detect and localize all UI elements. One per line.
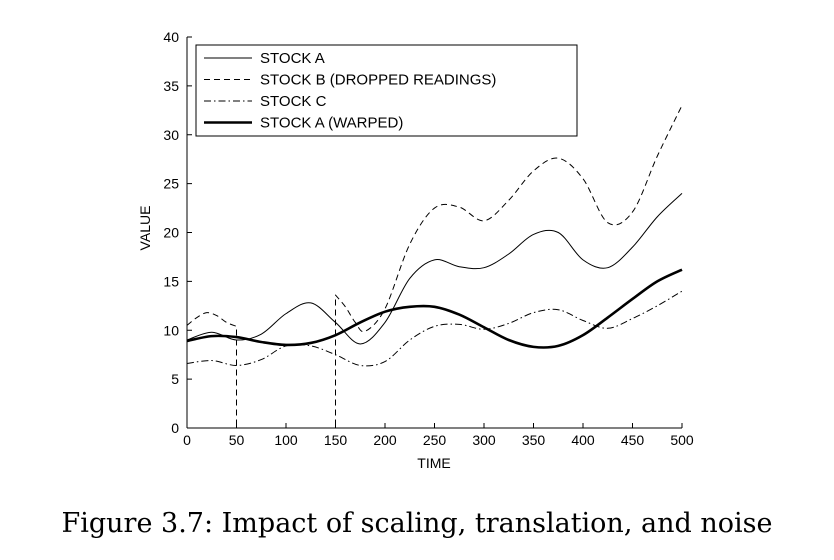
x-tick-label: 450 [621, 432, 645, 448]
y-tick-label: 40 [163, 29, 179, 45]
figure-caption: Figure 3.7: Impact of scaling, translati… [61, 508, 773, 539]
x-tick-label: 250 [423, 432, 447, 448]
legend-label: STOCK A [260, 50, 325, 67]
x-tick-label: 100 [274, 432, 298, 448]
series-line-3 [186, 290, 683, 367]
y-tick-label: 30 [163, 127, 179, 143]
y-tick-label: 15 [163, 273, 179, 289]
x-tick-label: 200 [373, 432, 397, 448]
y-tick-label: 35 [163, 78, 179, 94]
x-tick-label: 350 [522, 432, 546, 448]
x-tick-label: 300 [472, 432, 496, 448]
y-tick-label: 20 [163, 225, 179, 241]
x-tick-label: 50 [229, 432, 245, 448]
legend-label: STOCK B (DROPPED READINGS) [260, 72, 496, 89]
y-tick-label: 10 [163, 322, 179, 338]
series-line-4 [186, 268, 683, 349]
y-tick-label: 5 [171, 371, 179, 387]
y-tick-label: 25 [163, 176, 179, 192]
x-tick-label: 150 [324, 432, 348, 448]
x-axis-label: TIME [417, 455, 450, 471]
x-tick-label: 500 [670, 432, 694, 448]
series-line-1 [186, 193, 683, 345]
legend-label: STOCK C [260, 93, 327, 110]
legend-label: STOCK A (WARPED) [260, 115, 403, 132]
series-line-2 [186, 105, 683, 429]
legend: STOCK A STOCK B (DROPPED READINGS) STOCK C… [195, 44, 578, 137]
x-tick-label: 0 [183, 432, 191, 448]
legend-box [195, 44, 578, 137]
series-layer [186, 105, 683, 429]
y-axis-label: VALUE [137, 206, 153, 251]
x-tick-label: 400 [571, 432, 595, 448]
y-tick-label: 0 [171, 420, 179, 436]
